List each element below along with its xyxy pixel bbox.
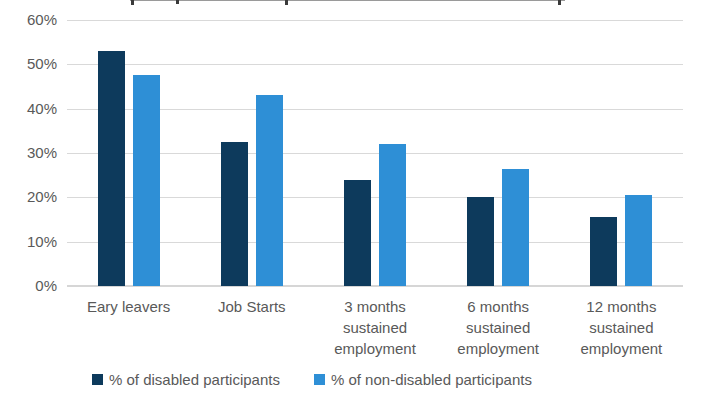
bar-disabled-2 [344,180,371,286]
legend-label-non-disabled: % of non-disabled participants [331,371,532,388]
bar-disabled-1 [221,142,248,286]
bar-non-disabled-0 [133,75,160,286]
y-tick-label: 10% [0,233,57,251]
bar-non-disabled-4 [625,195,652,286]
y-tick-label: 30% [0,144,57,162]
category-label-0: Eary leavers [67,296,191,317]
y-tick-label: 60% [0,11,57,29]
gridline [67,20,683,21]
legend-swatch-disabled-icon [92,374,103,385]
plot-area: 0% 10% 20% 30% 40% 50% 60% [0,0,720,300]
category-label-4: 12 months sustained employment [559,296,683,359]
category-label-1: Job Starts [190,296,314,317]
legend: % of disabled participants % of non-disa… [92,368,532,390]
bar-chart: 0% 10% 20% 30% 40% 50% 60% Eary leaversJob Sta… [0,0,720,406]
bar-disabled-0 [98,51,125,286]
bar-non-disabled-1 [256,95,283,286]
y-tick-label: 40% [0,100,57,118]
legend-label-disabled: % of disabled participants [109,371,280,388]
y-tick-label: 20% [0,188,57,206]
y-tick-label: 50% [0,55,57,73]
legend-swatch-non-disabled-icon [314,374,325,385]
legend-item-disabled: % of disabled participants [92,371,280,388]
category-label-2: 3 months sustained employment [313,296,437,359]
bar-disabled-4 [590,217,617,286]
legend-item-non-disabled: % of non-disabled participants [314,371,532,388]
gridline [67,64,683,65]
bar-non-disabled-3 [502,169,529,286]
bar-non-disabled-2 [379,144,406,286]
category-label-3: 6 months sustained employment [436,296,560,359]
y-tick-label: 0% [0,277,57,295]
bar-disabled-3 [467,197,494,286]
